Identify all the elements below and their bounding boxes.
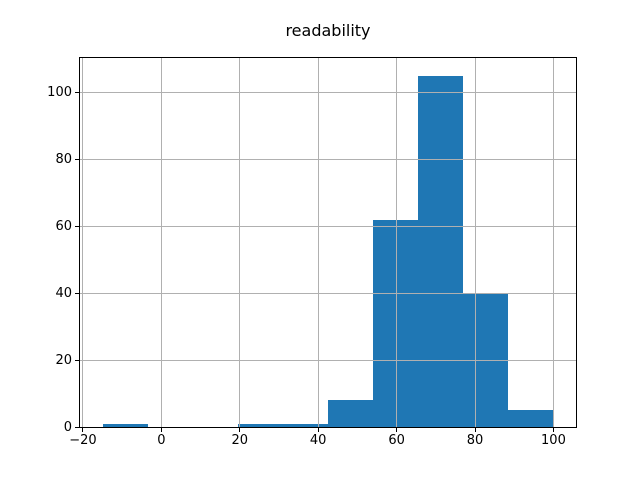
y-tick-label: 0 [63,419,72,435]
y-tick-label: 100 [47,84,72,100]
x-tick-label: 0 [157,433,166,448]
y-tick-label: 80 [55,151,72,167]
y-tick-label: 20 [55,352,72,368]
y-tick [75,225,79,227]
x-tick-label: 40 [309,433,327,448]
histogram-bar [508,410,554,427]
x-tick-label: −20 [69,433,97,448]
x-tick [317,428,319,432]
y-tick [75,426,79,428]
chart-title: readability [285,21,371,40]
x-tick [160,428,162,432]
histogram-bar [102,423,148,427]
y-tick-label: 60 [55,218,72,234]
histogram-bar [373,219,419,427]
y-tick [75,292,79,294]
histogram-bar [282,423,328,427]
histogram-bar [328,400,374,427]
plot-area [79,57,577,428]
x-tick [82,428,84,432]
y-tick [75,91,79,93]
x-tick-label: 100 [541,433,566,448]
y-tick [75,158,79,160]
histogram-bar [463,293,509,427]
y-tick-label: 40 [55,285,72,301]
x-tick-label: 60 [388,433,405,448]
x-tick [239,428,241,432]
x-tick-label: 20 [231,433,249,448]
histogram-bar [418,75,464,427]
x-tick [552,428,554,432]
x-tick [474,428,476,432]
histogram-bar [237,423,283,427]
bars-layer [80,58,576,427]
x-tick [396,428,398,432]
y-tick [75,359,79,361]
x-tick-label: 80 [466,433,484,448]
